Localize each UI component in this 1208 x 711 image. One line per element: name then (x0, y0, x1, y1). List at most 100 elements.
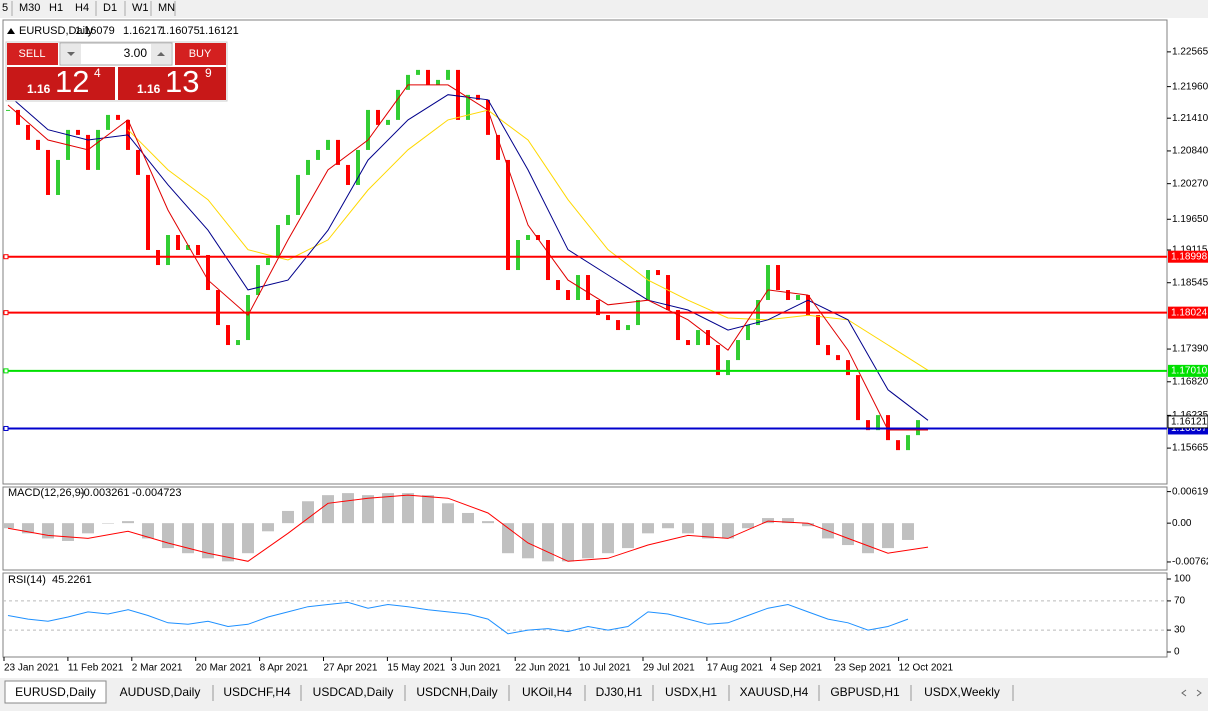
buy-button[interactable] (175, 43, 226, 65)
period-button[interactable]: H4 (75, 2, 89, 14)
level-price-label: 1.17010 (1171, 366, 1208, 377)
candle (236, 340, 240, 346)
candle (796, 295, 800, 301)
tab-scroll-left[interactable] (1181, 689, 1187, 697)
candle (746, 325, 750, 341)
bid-box[interactable] (7, 67, 115, 100)
volume-value[interactable]: 3.00 (124, 46, 148, 60)
macd-bar (542, 523, 554, 562)
tab-active[interactable] (4, 680, 107, 704)
candle (456, 69, 460, 120)
level-handle (3, 368, 9, 374)
candle (16, 109, 20, 125)
candle (176, 235, 180, 250)
tab[interactable]: GBPUSD,H1 (830, 685, 900, 699)
candle (396, 89, 400, 120)
moving-average (127, 109, 929, 371)
candle (846, 360, 850, 376)
collapse-icon[interactable] (7, 28, 15, 34)
candle (586, 275, 590, 301)
candle (646, 270, 650, 301)
tab[interactable]: UKOil,H4 (522, 685, 572, 699)
sell-button[interactable] (7, 43, 58, 65)
candle (676, 310, 680, 341)
candle (386, 119, 390, 125)
macd-bar (862, 523, 874, 554)
period-button[interactable]: M30 (19, 2, 40, 14)
period-button[interactable]: 5 (2, 2, 8, 14)
y-tick-label: 0.00 (1172, 518, 1192, 529)
macd-bar (402, 493, 414, 524)
macd-bar (342, 493, 354, 524)
candle (666, 275, 670, 311)
y-tick-label: 1.18545 (1172, 277, 1208, 288)
spin-down-icon (67, 52, 75, 56)
period-button[interactable]: W1 (132, 2, 149, 14)
macd-bar (202, 523, 214, 559)
tab[interactable]: AUDUSD,Daily (120, 685, 201, 699)
y-tick-label: 1.17390 (1172, 344, 1208, 355)
candle (736, 340, 740, 361)
period-button[interactable]: MN (158, 2, 175, 14)
period-button[interactable]: D1 (103, 2, 117, 14)
y-tick-label: 1.15665 (1172, 443, 1208, 454)
macd-bar (142, 523, 154, 539)
x-tick-label: 4 Sep 2021 (771, 663, 823, 674)
ask-point: 9 (205, 66, 212, 80)
tab[interactable]: USDX,H1 (665, 685, 717, 699)
candle (306, 159, 310, 175)
ohlc-value: 1.16079 (75, 25, 115, 37)
macd-bar (602, 523, 614, 554)
candle (876, 415, 880, 431)
x-tick-label: 22 Jun 2021 (515, 663, 570, 674)
tab[interactable]: USDCAD,Daily (313, 685, 394, 699)
sell-label[interactable]: SELL (19, 48, 46, 60)
candle (246, 295, 250, 341)
macd-bar (22, 523, 34, 534)
macd-bar (102, 523, 114, 524)
candle (576, 275, 580, 301)
tab[interactable]: EURUSD,Daily (15, 685, 96, 699)
candle (366, 109, 370, 150)
x-tick-label: 2 Mar 2021 (132, 663, 183, 674)
tab-bar (0, 678, 1208, 711)
tab[interactable]: USDX,Weekly (924, 685, 1000, 699)
candle (906, 435, 910, 451)
period-button[interactable]: H1 (49, 2, 63, 14)
candle (346, 164, 350, 185)
rsi-panel (2, 572, 1168, 658)
candle (86, 134, 90, 170)
moving-average (7, 84, 928, 431)
volume-spinner[interactable] (59, 42, 173, 66)
level-price-box (1168, 364, 1208, 377)
candle (436, 79, 440, 85)
x-tick-label: 20 Mar 2021 (196, 663, 253, 674)
x-tick-label: 17 Aug 2021 (707, 663, 764, 674)
level-price-label: 1.18998 (1171, 251, 1208, 262)
candle (526, 235, 530, 240)
tab[interactable]: XAUUSD,H4 (740, 685, 809, 699)
price-panel (2, 19, 1168, 485)
spin-up-icon (157, 52, 165, 56)
candle (536, 235, 540, 240)
tab[interactable]: USDCNH,Daily (416, 685, 497, 699)
x-tick-label: 8 Apr 2021 (260, 663, 309, 674)
candle (186, 244, 190, 250)
x-tick-label: 29 Jul 2021 (643, 663, 695, 674)
ask-box[interactable] (118, 67, 226, 100)
y-tick-label: 1.21410 (1172, 113, 1208, 124)
macd-bar (302, 501, 314, 524)
x-tick-label: 10 Jul 2021 (579, 663, 631, 674)
ohlc-value: 1.16121 (199, 25, 239, 37)
macd-bar (222, 523, 234, 562)
candle (516, 239, 520, 271)
x-tick-label: 23 Sep 2021 (835, 663, 892, 674)
tab[interactable]: DJ30,H1 (596, 685, 643, 699)
tab-scroll-right[interactable] (1196, 689, 1202, 697)
candle (216, 290, 220, 326)
buy-label[interactable]: BUY (189, 48, 212, 60)
tab[interactable]: USDCHF,H4 (223, 685, 291, 699)
candle (466, 94, 470, 120)
macd-bar (702, 523, 714, 539)
